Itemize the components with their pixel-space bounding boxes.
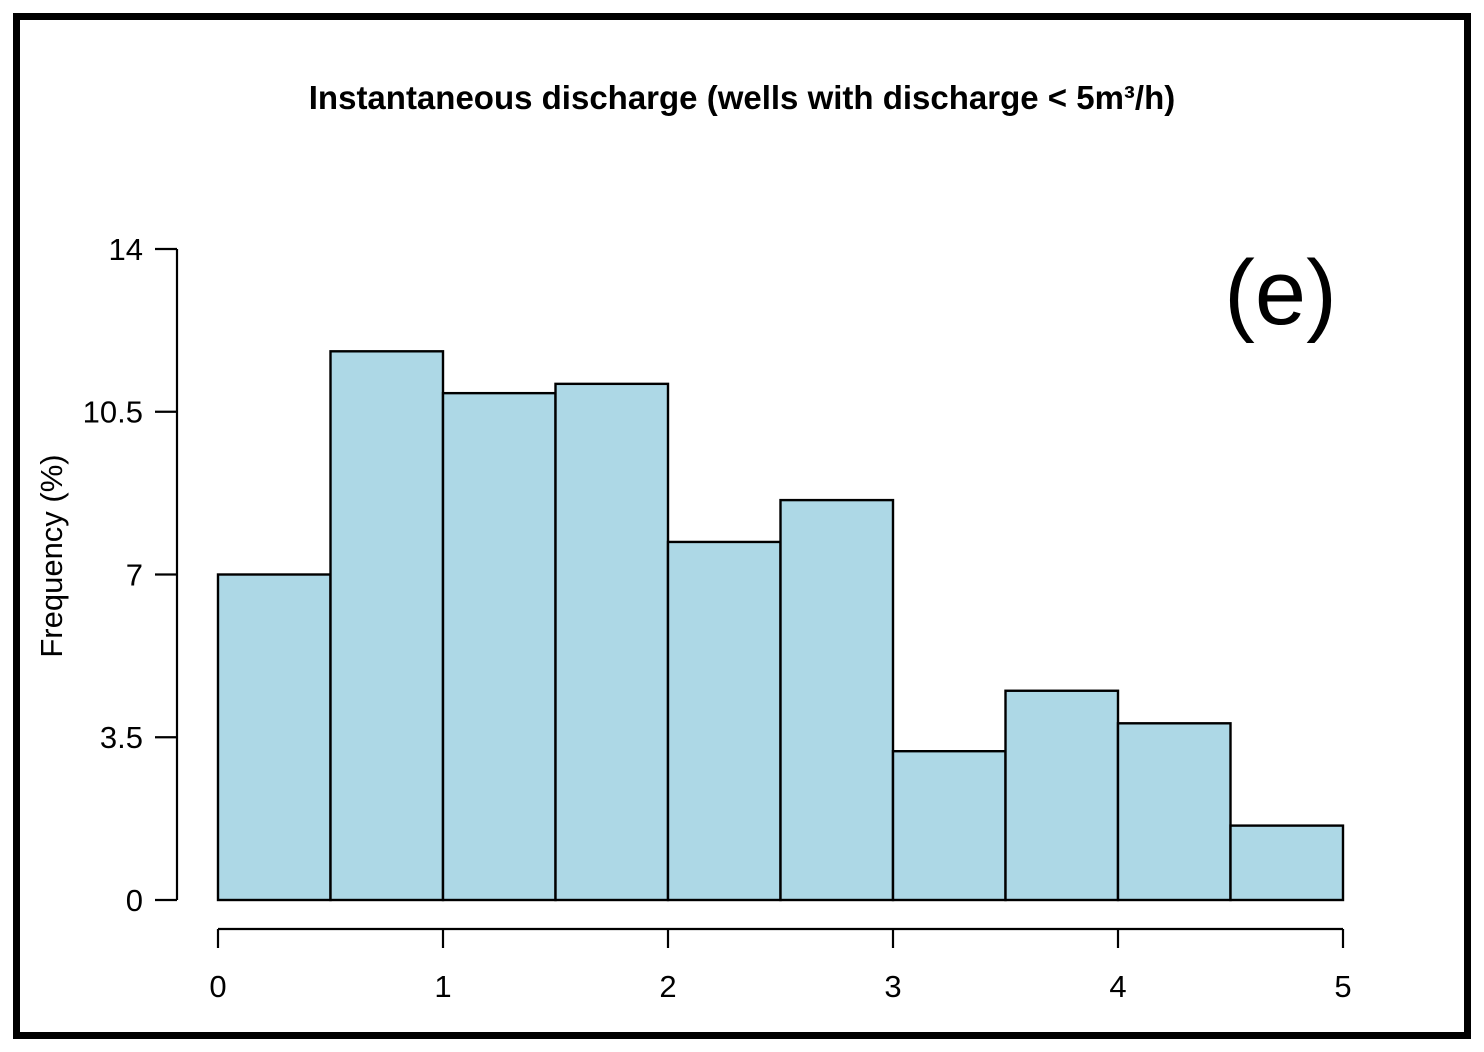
histogram-bar — [1116, 722, 1232, 902]
chart-title: Instantaneous discharge (wells with disc… — [308, 79, 1176, 116]
x-axis-tick-label: 0 — [209, 969, 226, 1004]
y-axis-tick-label: 10.5 — [83, 395, 143, 430]
histogram-bar — [1004, 689, 1120, 902]
y-axis-title: Frequency (%) — [34, 454, 69, 658]
x-axis-tick-label: 3 — [884, 969, 901, 1004]
histogram-bar — [891, 750, 1007, 902]
y-axis-tick-label: 0 — [126, 883, 143, 918]
y-axis-tick-label: 14 — [109, 232, 143, 267]
y-axis-tick-label: 7 — [126, 557, 143, 592]
x-axis-tick-label: 1 — [434, 969, 451, 1004]
x-axis-tick-label: 4 — [1109, 969, 1126, 1004]
histogram-bar — [554, 382, 670, 902]
x-axis-tick-label: 5 — [1334, 969, 1351, 1004]
histogram-bar — [779, 498, 895, 902]
histogram-bar — [216, 573, 332, 902]
histogram-bar — [329, 350, 445, 902]
panel-label: (e) — [1224, 242, 1337, 344]
histogram-bar — [666, 540, 782, 902]
histogram-bar — [1229, 824, 1345, 902]
x-axis-tick-label: 2 — [659, 969, 676, 1004]
y-axis-tick-label: 3.5 — [100, 720, 143, 755]
histogram-bar — [441, 391, 557, 902]
